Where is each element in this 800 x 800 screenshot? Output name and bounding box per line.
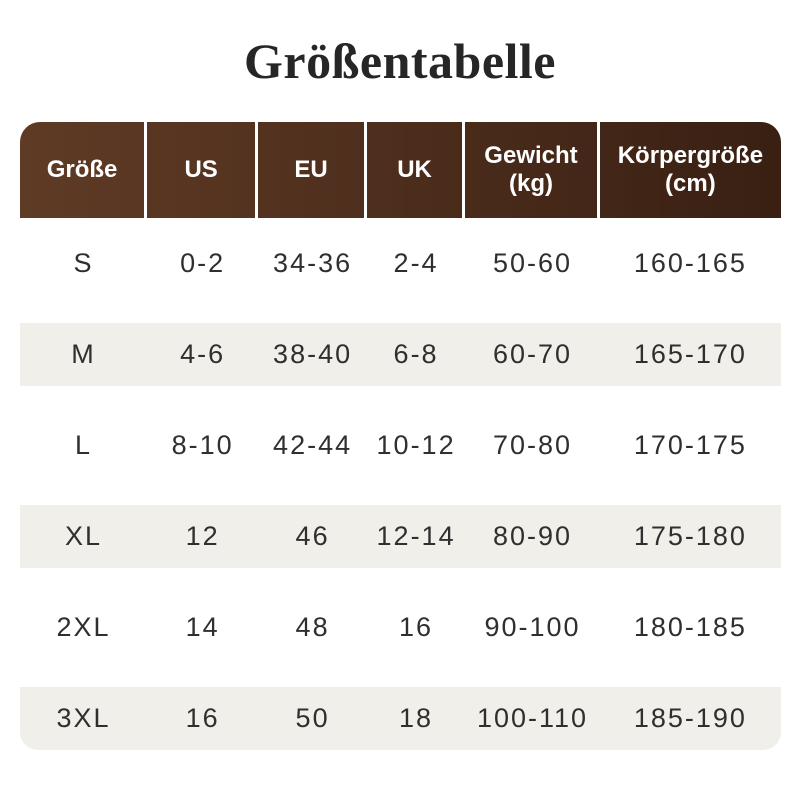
col-header-weight-label: Gewicht bbox=[484, 142, 578, 170]
cell-weight: 100-110 bbox=[476, 703, 589, 733]
col-header-us: US bbox=[147, 122, 259, 218]
col-header-eu-label: EU bbox=[294, 156, 328, 184]
cell-us: 12 bbox=[185, 521, 220, 551]
col-header-height-sublabel: (cm) bbox=[665, 170, 716, 197]
cell-eu: 48 bbox=[295, 612, 330, 642]
cell-weight: 80-90 bbox=[492, 521, 573, 551]
col-header-height-label: Körpergröße bbox=[617, 142, 764, 170]
col-header-size: Größe bbox=[20, 122, 148, 218]
cell-weight: 60-70 bbox=[492, 339, 573, 369]
cell-height: 175-180 bbox=[633, 521, 747, 551]
cell-height: 165-170 bbox=[633, 339, 747, 369]
cell-us: 8-10 bbox=[171, 430, 234, 460]
cell-us: 16 bbox=[185, 703, 220, 733]
table-row-2xl: 2XL 14 48 16 90-100 180-185 bbox=[20, 582, 781, 673]
cell-eu: 46 bbox=[295, 521, 330, 551]
table-row-s: S 0-2 34-36 2-4 50-60 160-165 bbox=[20, 218, 781, 309]
table-row-l: L 8-10 42-44 10-12 70-80 170-175 bbox=[20, 400, 781, 491]
cell-weight: 70-80 bbox=[492, 430, 573, 460]
cell-us: 4-6 bbox=[180, 339, 226, 369]
table-row-3xl: 3XL 16 50 18 100-110 185-190 bbox=[20, 687, 781, 750]
table-row-xl: XL 12 46 12-14 80-90 175-180 bbox=[20, 505, 781, 568]
cell-size: 3XL bbox=[56, 703, 111, 733]
cell-us: 14 bbox=[185, 612, 220, 642]
col-header-size-label: Größe bbox=[46, 156, 118, 184]
cell-height: 185-190 bbox=[633, 703, 747, 733]
cell-eu: 50 bbox=[295, 703, 330, 733]
col-header-eu: EU bbox=[258, 122, 367, 218]
cell-weight: 50-60 bbox=[492, 248, 573, 278]
size-table: Größe US EU UK Gewicht (kg) Körpergröße bbox=[20, 122, 781, 764]
cell-weight: 90-100 bbox=[484, 612, 581, 642]
col-header-weight: Gewicht (kg) bbox=[465, 122, 600, 218]
cell-uk: 12-14 bbox=[376, 521, 456, 551]
col-header-weight-sublabel: (kg) bbox=[508, 170, 553, 197]
cell-height: 170-175 bbox=[633, 430, 747, 460]
col-header-uk-label: UK bbox=[397, 156, 432, 184]
cell-height: 180-185 bbox=[633, 612, 747, 642]
table-header-row: Größe US EU UK Gewicht (kg) Körpergröße bbox=[20, 122, 781, 218]
cell-uk: 10-12 bbox=[376, 430, 456, 460]
cell-uk: 18 bbox=[399, 703, 434, 733]
page-title: Größentabelle bbox=[243, 33, 557, 89]
cell-size: 2XL bbox=[56, 612, 111, 642]
table-row-m: M 4-6 38-40 6-8 60-70 165-170 bbox=[20, 323, 781, 386]
cell-size: XL bbox=[65, 521, 103, 551]
cell-size: S bbox=[73, 248, 94, 278]
cell-size: M bbox=[71, 339, 96, 369]
col-header-uk: UK bbox=[367, 122, 466, 218]
cell-uk: 16 bbox=[399, 612, 434, 642]
col-header-height: Körpergröße (cm) bbox=[600, 122, 781, 218]
cell-eu: 38-40 bbox=[273, 339, 353, 369]
col-header-us-label: US bbox=[184, 156, 218, 184]
cell-size: L bbox=[75, 430, 93, 460]
cell-uk: 2-4 bbox=[393, 248, 439, 278]
cell-eu: 42-44 bbox=[273, 430, 353, 460]
cell-height: 160-165 bbox=[633, 248, 747, 278]
cell-us: 0-2 bbox=[180, 248, 226, 278]
cell-eu: 34-36 bbox=[273, 248, 353, 278]
cell-uk: 6-8 bbox=[393, 339, 439, 369]
